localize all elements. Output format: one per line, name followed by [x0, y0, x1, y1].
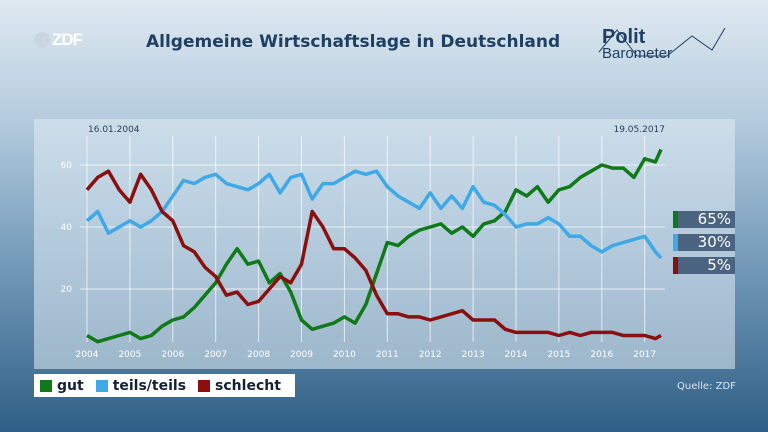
series-line-schlecht — [85, 169, 662, 341]
last-value: 5% — [707, 256, 731, 274]
chart-title: Allgemeine Wirtschaftslage in Deutschlan… — [146, 32, 561, 52]
x-tick-label: 2016 — [590, 350, 613, 360]
x-tick-label: 2010 — [333, 350, 356, 360]
x-tick-label: 2009 — [290, 350, 313, 360]
x-tick-label: 2011 — [376, 350, 399, 360]
legend-swatch — [198, 379, 211, 392]
legend-item-gut: gut — [40, 378, 84, 394]
legend-label: teils/teils — [112, 377, 187, 394]
brand-line2: Barometer — [602, 45, 673, 62]
y-tick-label: 20 — [61, 285, 73, 295]
zdf-logo: ZDF — [34, 30, 83, 50]
x-tick-label: 2014 — [505, 350, 528, 360]
last-value: 30% — [697, 233, 731, 251]
legend-label: schlecht — [215, 377, 281, 394]
last-value: 65% — [697, 210, 731, 228]
legend-item-teils: teils/teils — [95, 377, 187, 394]
y-tick-label: 60 — [61, 161, 73, 171]
x-tick-label: 2012 — [419, 350, 442, 360]
end-date-label: 19.05.2017 — [613, 125, 665, 135]
last-value-box: 5% — [673, 257, 735, 274]
zigzag-icon — [598, 27, 726, 57]
last-value-box: 65% — [673, 211, 735, 228]
source-label: Quelle: ZDF — [677, 381, 736, 392]
legend-item-schlecht: schlecht — [198, 378, 281, 394]
x-tick-label: 2015 — [547, 350, 570, 360]
x-tick-label: 2007 — [204, 350, 227, 360]
series-line-gut — [86, 148, 663, 344]
legend: gut teils/teils schlecht — [34, 374, 295, 397]
series-color-bar — [673, 211, 678, 228]
politbarometer-logo: Polit Barometer — [598, 26, 726, 62]
series-line-teils-teils — [85, 169, 663, 260]
start-date-label: 16.01.2004 — [88, 125, 140, 135]
brand-line1: Polit — [602, 26, 646, 48]
x-tick-label: 2013 — [462, 350, 485, 360]
x-tick-label: 2004 — [76, 350, 99, 360]
zdf-logo-text: ZDF — [52, 30, 83, 49]
series-color-bar — [673, 257, 678, 274]
x-tick-label: 2017 — [633, 350, 656, 360]
x-tick-label: 2005 — [118, 350, 141, 360]
legend-swatch — [40, 379, 52, 392]
x-tick-label: 2008 — [247, 350, 270, 360]
legend-label: gut — [57, 377, 84, 394]
series-color-bar — [673, 234, 678, 251]
x-tick-label: 2006 — [161, 350, 184, 360]
legend-swatch — [95, 379, 108, 392]
last-value-box: 30% — [673, 234, 735, 251]
y-tick-label: 40 — [61, 223, 73, 233]
